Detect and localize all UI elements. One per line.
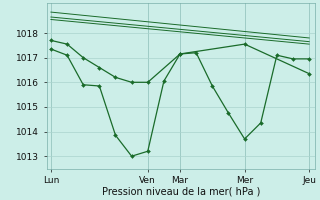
X-axis label: Pression niveau de la mer( hPa ): Pression niveau de la mer( hPa ) [101,187,260,197]
